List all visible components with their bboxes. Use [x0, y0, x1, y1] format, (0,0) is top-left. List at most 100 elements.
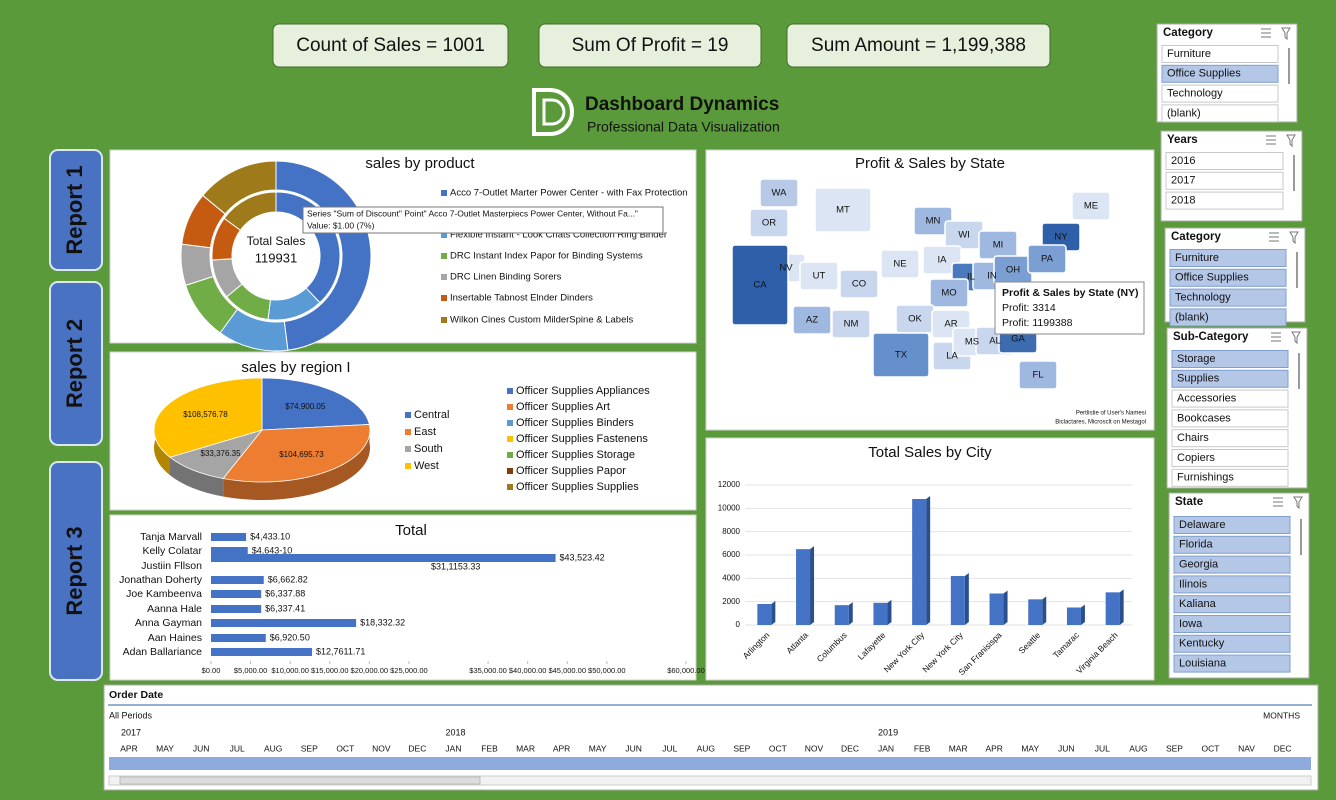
- y-tick-label: Joe Kambeenva: [126, 588, 202, 600]
- legend-label: Insertable Tabnost Elnder Dinders: [450, 293, 593, 304]
- state-label: AZ: [806, 315, 818, 326]
- slicer-item-label: Storage: [1177, 353, 1216, 365]
- bar: [211, 533, 247, 541]
- pie-value-label: $108,576.78: [183, 410, 228, 419]
- timeline-month: JAN: [878, 743, 894, 753]
- bar: [211, 648, 313, 656]
- timeline-range: [109, 757, 1311, 770]
- state-label: CO: [852, 279, 866, 290]
- timeline-level: MONTHS: [1263, 710, 1300, 720]
- timeline-month: JUN: [193, 743, 210, 753]
- donut-center-title: Total Sales: [247, 234, 306, 248]
- slicer-item: [1171, 389, 1289, 408]
- legend-label: Officer Supplies Papor: [516, 465, 626, 477]
- slicer-item-label: Bookcases: [1177, 412, 1231, 424]
- chart-title: Profit & Sales by State: [855, 155, 1005, 172]
- slicer-item: [1173, 615, 1291, 633]
- slicer-item-label: Office Supplies: [1175, 272, 1249, 284]
- bar-value-label: $4,643-10: [252, 545, 293, 555]
- state-label: MO: [941, 288, 956, 299]
- bar-value-label: $6,337.41: [265, 603, 305, 613]
- timeline-month: AUG: [697, 743, 715, 753]
- timeline: [103, 684, 1319, 791]
- slicer-item-label: Accessories: [1177, 393, 1237, 405]
- state-label: CA: [753, 280, 767, 291]
- state-shape: [759, 178, 799, 208]
- x-tick-label: $50,000.00: [588, 666, 626, 675]
- timeline-month: JAN: [445, 743, 461, 753]
- slicer-item: [1161, 64, 1279, 83]
- x-tick-label: $10,000.00: [271, 666, 309, 675]
- slicer-item-label: Technology: [1167, 88, 1223, 100]
- legend-label: Officer Supplies Supplies: [516, 481, 639, 493]
- bar-side: [926, 496, 931, 625]
- slicer-item: [1161, 45, 1279, 63]
- legend-swatch: [507, 436, 513, 442]
- slicer-icons: [1271, 331, 1301, 345]
- slicer-item: [1169, 268, 1287, 287]
- report-tab: [49, 149, 103, 271]
- state-label: TX: [895, 350, 908, 361]
- pie-slice-side: [223, 424, 371, 501]
- state-shape: [814, 187, 872, 233]
- bar-side: [771, 601, 776, 625]
- y-tick-label: 2000: [722, 597, 740, 606]
- timeline-month: APR: [553, 743, 570, 753]
- timeline-month: JUN: [1058, 743, 1075, 753]
- slicer-item-label: Louisiana: [1179, 658, 1227, 670]
- pie-slice: [169, 429, 264, 479]
- bar: [796, 549, 811, 625]
- slicer-icons: [1273, 496, 1303, 510]
- legend-label: Officer Supplies Appliances: [516, 385, 650, 397]
- chart-title: Total Sales by City: [868, 444, 992, 461]
- slicer-item-label: Kentucky: [1179, 638, 1225, 650]
- donut-segment: [202, 160, 277, 215]
- state-shape: [929, 278, 969, 308]
- timeline-month: SEP: [733, 743, 750, 753]
- legend-label: Officer Supplies Fastenens: [516, 433, 648, 445]
- pie-slice: [153, 377, 263, 458]
- slicer-item: [1173, 575, 1291, 594]
- legend-label: Officer Supplies Binders: [516, 417, 634, 429]
- pie-slice: [261, 377, 370, 431]
- state-shape: [749, 208, 789, 238]
- legend-label: Flexible Instant - Look Chats Collection…: [450, 230, 667, 241]
- timeline-month: JUL: [230, 743, 245, 753]
- bar-panel: [109, 514, 697, 681]
- bar-side: [848, 602, 853, 625]
- slicer-item-label: (blank): [1167, 107, 1201, 119]
- legend-swatch: [405, 463, 411, 469]
- state-label: IA: [938, 255, 948, 266]
- state-label: PA: [1041, 254, 1054, 265]
- timeline-year: 2019: [878, 727, 898, 737]
- tooltip-line: Profit: 3314: [1002, 302, 1056, 314]
- legend-label: Officer Supplies Art: [516, 401, 610, 413]
- slicer-icons: [1269, 231, 1299, 245]
- state-shape: [880, 249, 920, 279]
- timeline-month: DEC: [841, 743, 859, 753]
- legend-label: Officer Supplies Storage: [516, 449, 635, 461]
- legend-swatch: [507, 420, 513, 426]
- y-tick-label: Kelly Colatar: [142, 545, 202, 557]
- timeline-month: OCT: [1202, 743, 1220, 753]
- bar-side: [1042, 596, 1047, 625]
- y-tick-label: Adan Ballariance: [123, 646, 203, 658]
- state-label: IL: [967, 272, 975, 283]
- timeline-month: DEC: [1274, 743, 1292, 753]
- bar: [1028, 599, 1043, 625]
- slicer-item: [1169, 288, 1287, 307]
- chart-title: Total: [395, 522, 427, 539]
- x-tick-label: $60,000.00: [667, 666, 705, 675]
- tooltip-line: Series "Sum of Discount" Point" Acco 7-O…: [307, 208, 638, 218]
- slicer-item-label: Ilinois: [1179, 578, 1208, 590]
- report-tab: [49, 281, 103, 446]
- slicer-item-label: Iowa: [1179, 618, 1203, 630]
- legend-label: East: [414, 426, 436, 438]
- bar: [211, 590, 262, 598]
- slicer-item: [1165, 171, 1284, 190]
- slicer-item: [1173, 516, 1291, 534]
- slicer-item-label: Copiers: [1177, 452, 1215, 464]
- kpi-card: [272, 23, 509, 68]
- bar-value-label: $18,332.32: [360, 617, 405, 627]
